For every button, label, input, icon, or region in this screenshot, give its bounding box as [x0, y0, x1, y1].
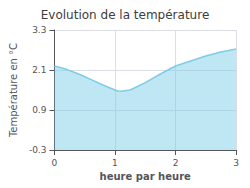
svg-text:-0.3: -0.3	[29, 145, 47, 155]
svg-text:2: 2	[173, 158, 179, 168]
svg-text:0: 0	[52, 158, 58, 168]
svg-text:2.1: 2.1	[32, 65, 46, 75]
svg-text:3: 3	[233, 158, 239, 168]
svg-text:1: 1	[112, 158, 118, 168]
svg-text:3.3: 3.3	[32, 25, 46, 35]
svg-text:Température en °C: Température en °C	[8, 43, 19, 138]
svg-text:heure par heure: heure par heure	[100, 171, 191, 182]
svg-text:0.9: 0.9	[32, 105, 47, 115]
svg-text:Evolution de la température: Evolution de la température	[41, 8, 210, 22]
